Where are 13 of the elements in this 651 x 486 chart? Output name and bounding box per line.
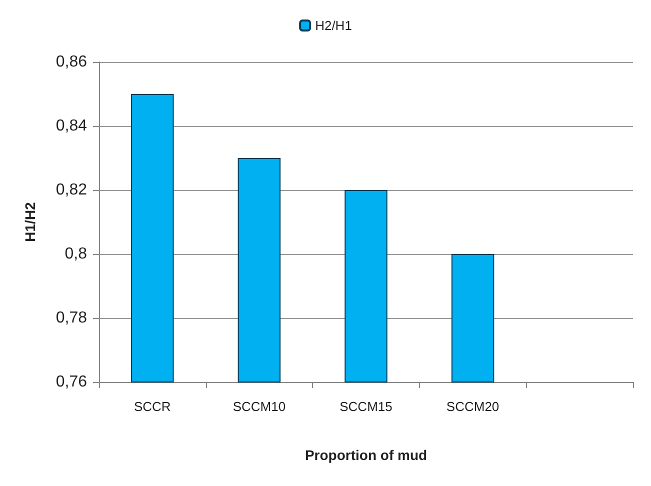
legend-label: H2/H1 xyxy=(315,18,352,33)
x-tick-label: SCCR xyxy=(134,399,171,414)
x-tick-label: SCCM10 xyxy=(232,399,286,414)
y-tick-label: 0,78 xyxy=(56,310,88,326)
y-tick-label: 0,76 xyxy=(56,374,88,390)
y-tick-label: 0,82 xyxy=(56,182,88,198)
y-tick-label: 0,8 xyxy=(64,246,88,262)
y-tick-label: 0,84 xyxy=(56,118,88,134)
y-axis-title: H1/H2 xyxy=(22,202,38,242)
x-axis-title: Proportion of mud xyxy=(304,447,428,463)
x-tick-label: SCCM20 xyxy=(446,399,500,414)
y-tick-label: 0,86 xyxy=(56,54,88,70)
x-tick-label: SCCM15 xyxy=(340,399,392,414)
